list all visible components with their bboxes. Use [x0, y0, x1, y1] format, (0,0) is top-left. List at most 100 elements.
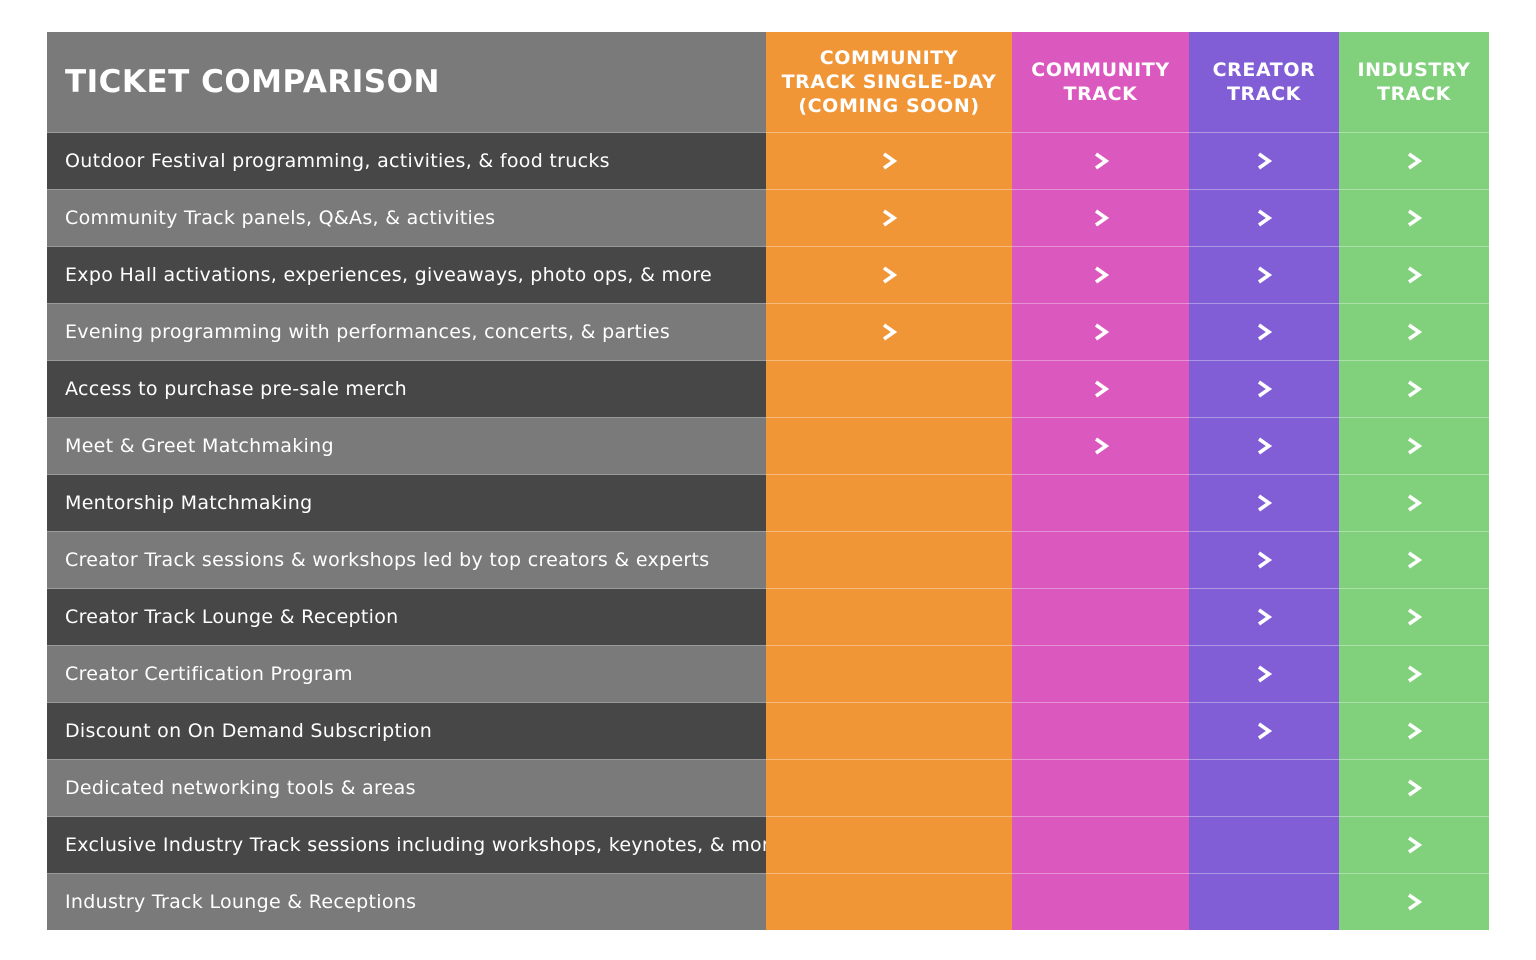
chevron-right-icon — [882, 266, 897, 284]
feature-label: Outdoor Festival programming, activities… — [47, 132, 766, 189]
feature-cell — [1012, 531, 1189, 588]
chevron-right-icon — [1407, 437, 1422, 455]
tier-header: COMMUNITY TRACK — [1012, 32, 1189, 132]
feature-cell — [766, 645, 1012, 702]
ticket-comparison-table: TICKET COMPARISON COMMUNITY TRACK SINGLE… — [47, 32, 1489, 930]
feature-cell — [1189, 873, 1339, 930]
feature-cell — [766, 873, 1012, 930]
feature-cell — [766, 189, 1012, 246]
chevron-right-icon — [1257, 437, 1272, 455]
feature-cell — [1339, 588, 1489, 645]
chevron-right-icon — [1257, 494, 1272, 512]
feature-cell — [1189, 531, 1339, 588]
feature-cell — [1339, 474, 1489, 531]
feature-cell — [1189, 588, 1339, 645]
feature-label: Mentorship Matchmaking — [47, 474, 766, 531]
chevron-right-icon — [1094, 437, 1109, 455]
chevron-right-icon — [1407, 608, 1422, 626]
feature-cell — [1012, 873, 1189, 930]
chevron-right-icon — [1257, 665, 1272, 683]
feature-cell — [1339, 816, 1489, 873]
feature-label: Access to purchase pre-sale merch — [47, 360, 766, 417]
feature-cell — [766, 132, 1012, 189]
feature-cell — [766, 360, 1012, 417]
feature-cell — [1189, 303, 1339, 360]
feature-cell — [766, 816, 1012, 873]
feature-cell — [1189, 816, 1339, 873]
chevron-right-icon — [1407, 209, 1422, 227]
feature-cell — [766, 246, 1012, 303]
chevron-right-icon — [1407, 323, 1422, 341]
feature-cell — [1012, 645, 1189, 702]
feature-label: Community Track panels, Q&As, & activiti… — [47, 189, 766, 246]
feature-cell — [1012, 474, 1189, 531]
chevron-right-icon — [1257, 380, 1272, 398]
feature-cell — [1189, 246, 1339, 303]
feature-label: Meet & Greet Matchmaking — [47, 417, 766, 474]
feature-cell — [1189, 189, 1339, 246]
feature-cell — [1339, 759, 1489, 816]
table-title: TICKET COMPARISON — [47, 32, 766, 132]
feature-cell — [766, 759, 1012, 816]
chevron-right-icon — [1407, 779, 1422, 797]
feature-cell — [766, 702, 1012, 759]
feature-cell — [766, 588, 1012, 645]
feature-cell — [1012, 246, 1189, 303]
chevron-right-icon — [1407, 722, 1422, 740]
chevron-right-icon — [1407, 665, 1422, 683]
chevron-right-icon — [1094, 152, 1109, 170]
tier-header: COMMUNITY TRACK SINGLE-DAY (COMING SOON) — [766, 32, 1012, 132]
feature-cell — [766, 531, 1012, 588]
feature-label: Creator Certification Program — [47, 645, 766, 702]
feature-cell — [1012, 816, 1189, 873]
feature-cell — [1012, 189, 1189, 246]
chevron-right-icon — [1407, 893, 1422, 911]
chevron-right-icon — [1407, 551, 1422, 569]
chevron-right-icon — [1257, 323, 1272, 341]
feature-label: Evening programming with performances, c… — [47, 303, 766, 360]
chevron-right-icon — [1094, 380, 1109, 398]
feature-cell — [1012, 702, 1189, 759]
chevron-right-icon — [1094, 323, 1109, 341]
chevron-right-icon — [1257, 152, 1272, 170]
chevron-right-icon — [1257, 551, 1272, 569]
chevron-right-icon — [1257, 209, 1272, 227]
feature-cell — [1189, 417, 1339, 474]
feature-cell — [1339, 303, 1489, 360]
feature-cell — [766, 417, 1012, 474]
chevron-right-icon — [882, 209, 897, 227]
feature-cell — [1189, 360, 1339, 417]
feature-cell — [1189, 702, 1339, 759]
chevron-right-icon — [1407, 836, 1422, 854]
feature-cell — [1012, 360, 1189, 417]
chevron-right-icon — [1257, 722, 1272, 740]
chevron-right-icon — [1407, 266, 1422, 284]
feature-label: Creator Track Lounge & Reception — [47, 588, 766, 645]
tier-header: INDUSTRY TRACK — [1339, 32, 1489, 132]
feature-label: Expo Hall activations, experiences, give… — [47, 246, 766, 303]
chevron-right-icon — [1407, 152, 1422, 170]
chevron-right-icon — [1407, 494, 1422, 512]
feature-cell — [1339, 246, 1489, 303]
feature-label: Industry Track Lounge & Receptions — [47, 873, 766, 930]
chevron-right-icon — [1094, 209, 1109, 227]
chevron-right-icon — [1257, 608, 1272, 626]
feature-label: Creator Track sessions & workshops led b… — [47, 531, 766, 588]
feature-cell — [1012, 417, 1189, 474]
feature-cell — [1189, 645, 1339, 702]
feature-label: Dedicated networking tools & areas — [47, 759, 766, 816]
feature-cell — [1339, 645, 1489, 702]
feature-cell — [1189, 759, 1339, 816]
chevron-right-icon — [1094, 266, 1109, 284]
feature-cell — [1339, 531, 1489, 588]
feature-cell — [1012, 303, 1189, 360]
feature-cell — [1189, 132, 1339, 189]
feature-cell — [766, 474, 1012, 531]
feature-cell — [1012, 759, 1189, 816]
feature-cell — [1012, 588, 1189, 645]
chevron-right-icon — [882, 323, 897, 341]
chevron-right-icon — [1407, 380, 1422, 398]
chevron-right-icon — [1257, 266, 1272, 284]
tier-header: CREATOR TRACK — [1189, 32, 1339, 132]
feature-cell — [1339, 702, 1489, 759]
